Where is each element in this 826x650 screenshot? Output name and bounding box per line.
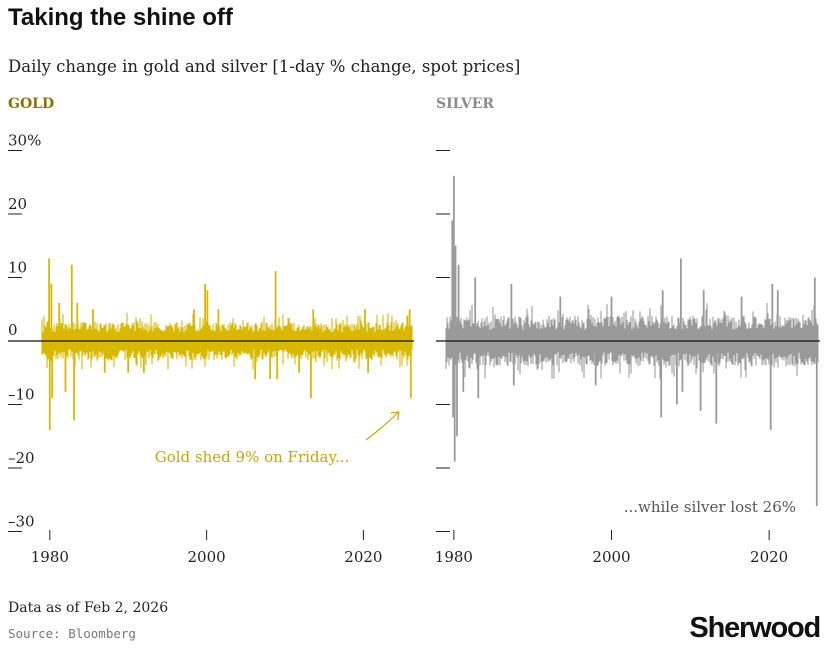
panel-label: SILVER: [436, 96, 494, 112]
panel-label: GOLD: [8, 96, 54, 112]
silver-panel: SILVER 1980 2000 2020 ...while silver lost 2…: [435, 96, 820, 566]
brand-logo: Sherwood: [689, 612, 821, 644]
x-tick-label: 1980: [31, 548, 69, 566]
y-tick-label: 20: [8, 195, 27, 213]
y-tick-label: 10: [8, 259, 27, 277]
y-tick-label: –30: [8, 513, 35, 531]
gold-panel: GOLD 30% 20 10 –10 –20 –30 0 1980 2000 2020 Gold sh…: [8, 96, 414, 566]
y-tick-label: –20: [8, 449, 35, 467]
x-tick-label: 2020: [344, 548, 382, 566]
y-tick-label: 30%: [8, 132, 41, 150]
y-tick-label: 0: [8, 321, 18, 339]
chart-title: Taking the shine off: [8, 4, 233, 31]
annotation-arrow: [365, 411, 400, 441]
y-tick-label: –10: [8, 386, 35, 404]
annotation-text: ...while silver lost 26%: [624, 498, 796, 516]
annotation-text: Gold shed 9% on Friday...: [155, 448, 350, 466]
annotation-arrowhead: [390, 411, 400, 421]
data-date-note: Data as of Feb 2, 2026: [8, 600, 169, 616]
x-tick-label: 2020: [750, 548, 788, 566]
x-tick-label: 1980: [435, 548, 473, 566]
x-tick-label: 2000: [592, 548, 630, 566]
chart-subtitle: Daily change in gold and silver [1-day %…: [8, 57, 521, 76]
source-note: Source: Bloomberg: [8, 626, 136, 641]
x-tick-label: 2000: [188, 548, 226, 566]
